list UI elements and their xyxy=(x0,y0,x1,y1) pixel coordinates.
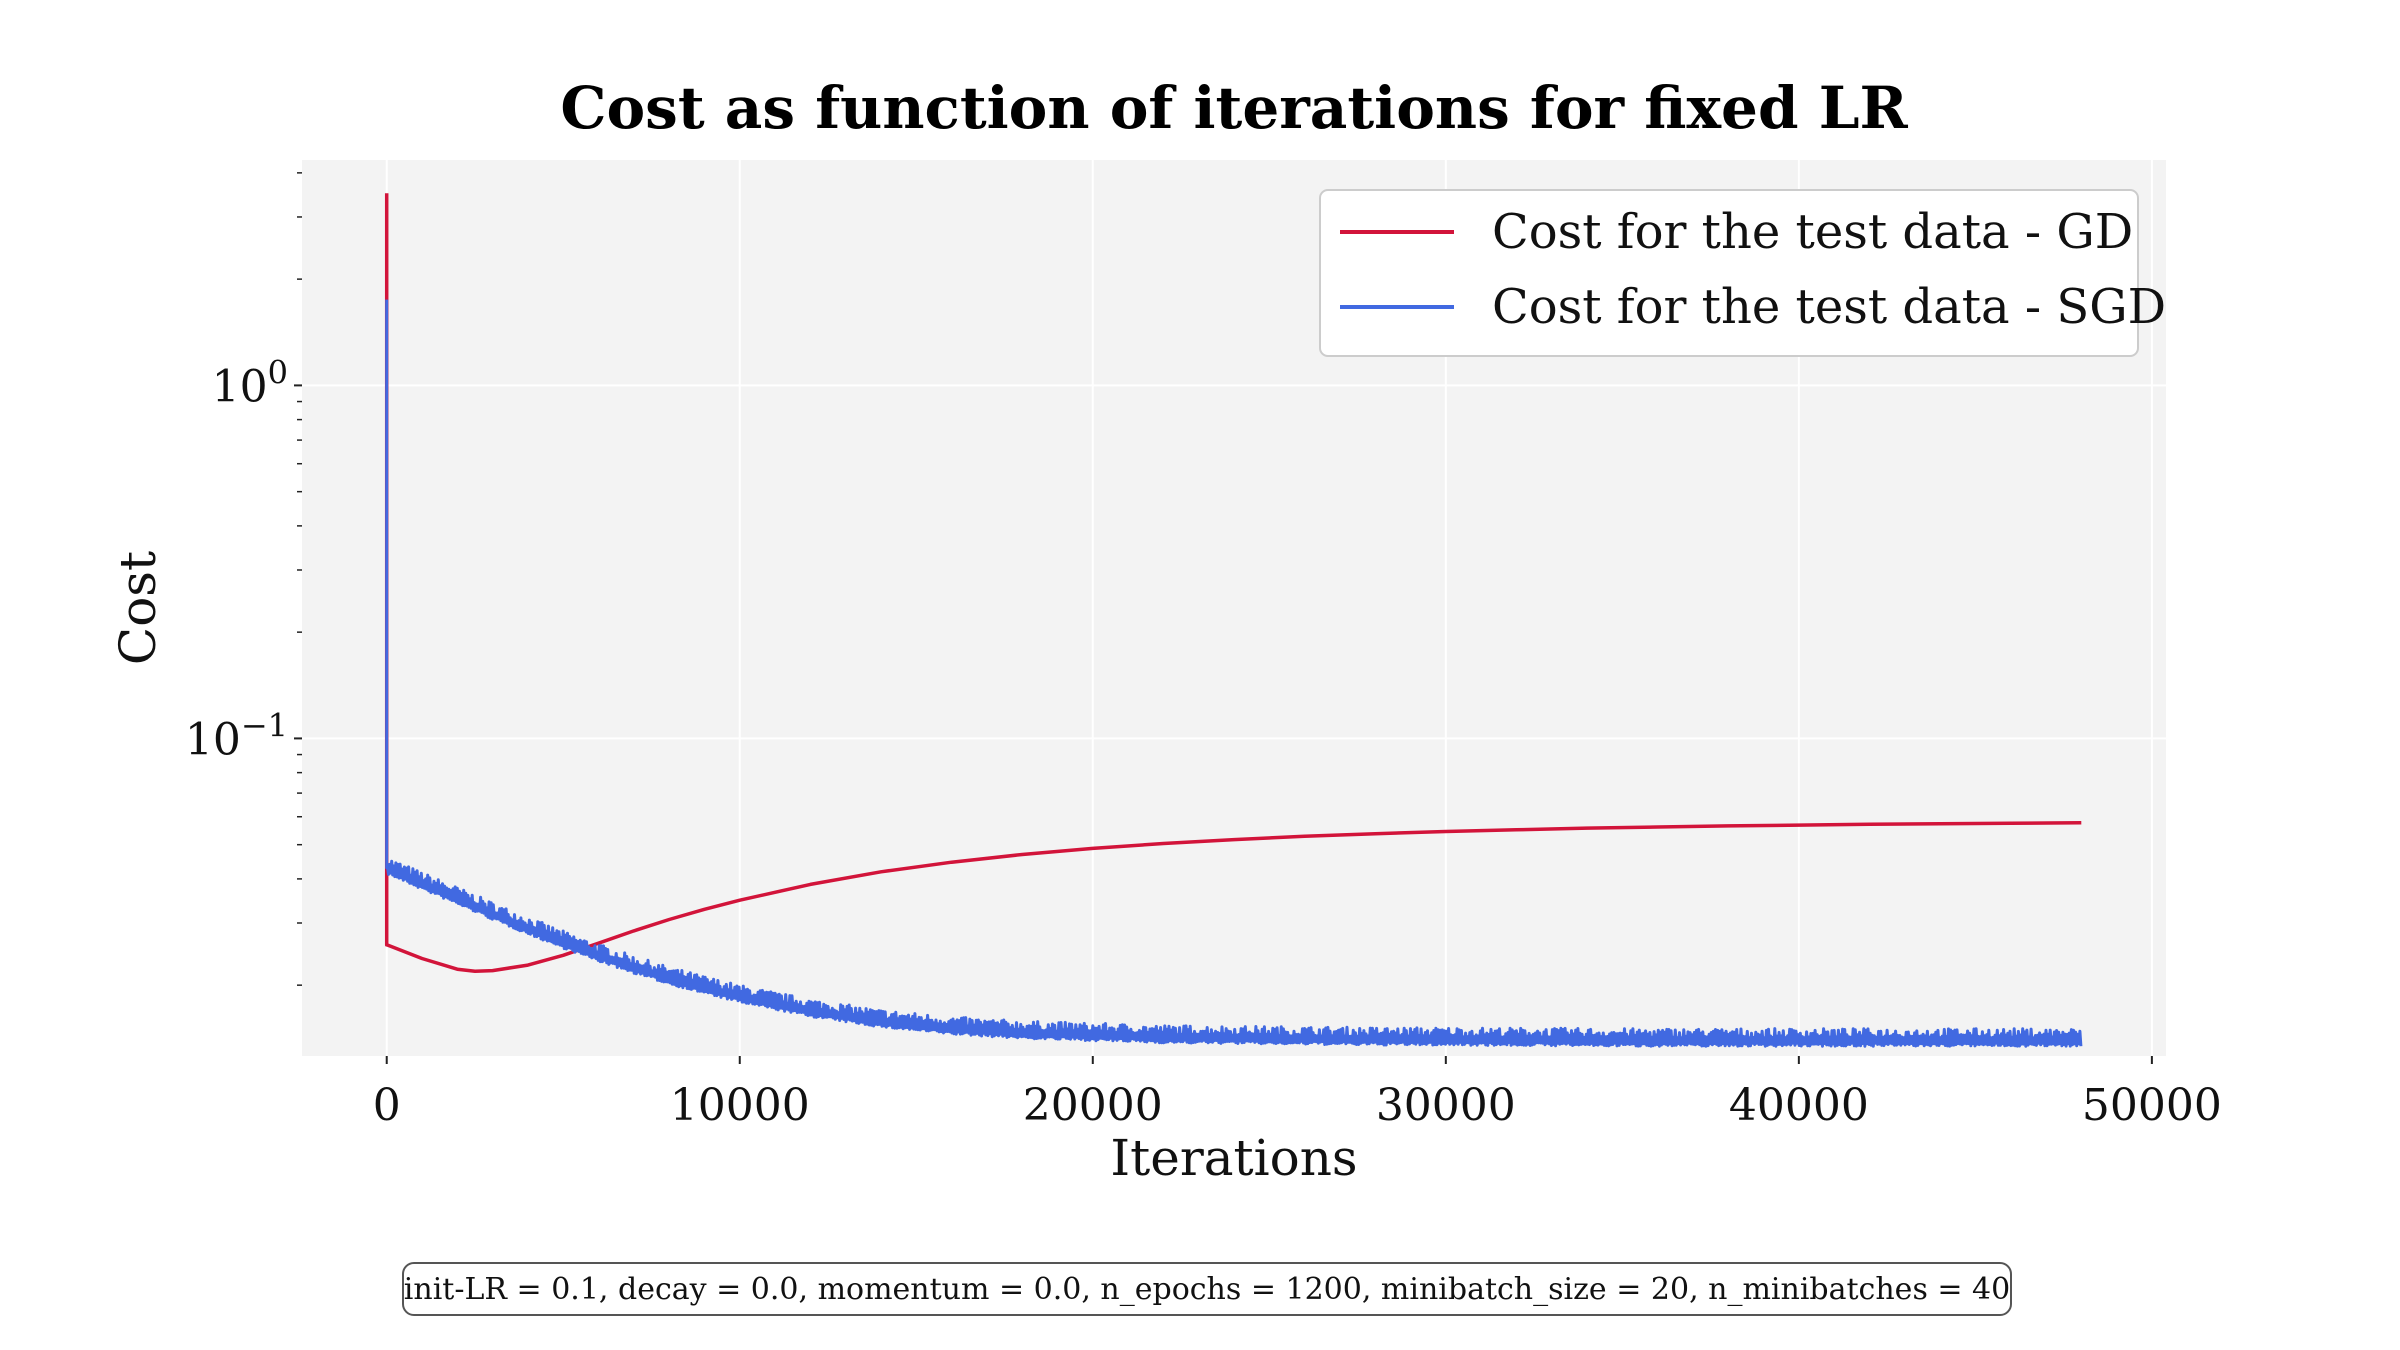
axes: 0 10000 20000 30000 40000 50000 100 10−1 xyxy=(185,172,2222,1131)
legend-label-gd: Cost for the test data - GD xyxy=(1492,204,2133,260)
x-tick-label: 20000 xyxy=(1023,1080,1163,1131)
parameters-annotation: init-LR = 0.1, decay = 0.0, momentum = 0… xyxy=(402,1262,2012,1316)
y-axis-label: Cost xyxy=(109,551,167,665)
series-line-gd xyxy=(384,193,2082,973)
legend: Cost for the test data - GD Cost for the… xyxy=(1319,189,2166,357)
x-tick-label: 10000 xyxy=(670,1080,810,1131)
y-tick-label: 10−1 xyxy=(185,706,288,765)
chart-title: Cost as function of iterations for fixed… xyxy=(560,74,1908,142)
x-tick-label: 40000 xyxy=(1729,1080,1869,1131)
legend-label-sgd: Cost for the test data - SGD xyxy=(1492,279,2166,335)
y-tick-label: 100 xyxy=(212,353,288,412)
legend-box xyxy=(1319,189,2139,357)
series-layer xyxy=(384,193,2083,1048)
series-line-sgd xyxy=(385,299,2083,1048)
x-tick-label: 30000 xyxy=(1376,1080,1516,1131)
x-tick-label: 50000 xyxy=(2082,1080,2222,1131)
x-tick-label: 0 xyxy=(373,1080,401,1131)
x-axis-label: Iterations xyxy=(1110,1129,1357,1187)
